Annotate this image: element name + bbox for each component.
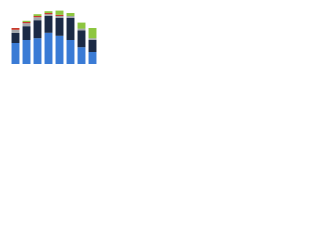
bar-segment [22, 26, 31, 40]
bar-segment [22, 22, 31, 24]
bar-segment [66, 13, 75, 16]
bar-segment [44, 11, 53, 13]
bar-segment [11, 32, 20, 43]
chart [11, 10, 97, 64]
bar-segment [33, 16, 42, 18]
page: {"chart_data": {"type": "bar", "stacked"… [0, 0, 100, 71]
bar-segment [55, 10, 64, 15]
bar-segment [11, 28, 20, 30]
bar-segment [33, 20, 42, 39]
bar-segment [44, 16, 53, 33]
bar-segment [55, 35, 64, 64]
bar-segment [55, 14, 64, 16]
bar-segment [44, 14, 53, 16]
bar-segment [33, 17, 42, 21]
bar-segment [22, 40, 31, 64]
bar-segment [44, 13, 53, 15]
bar-segment [77, 30, 86, 48]
bar-segment [88, 28, 97, 39]
bar-segment [66, 17, 75, 40]
bar-segment [88, 52, 97, 64]
bar-segment [66, 40, 75, 64]
bar-segment [88, 38, 97, 40]
bar-segment [55, 16, 64, 18]
bar-segment [33, 38, 42, 64]
bar-segment [44, 32, 53, 64]
bar-segment [22, 23, 31, 27]
bar-segment [55, 17, 64, 36]
bar-segment [77, 47, 86, 64]
bar-segment [33, 14, 42, 16]
bar-segment [88, 40, 97, 52]
bar-segment [77, 22, 86, 29]
bar-segment [22, 20, 31, 22]
bar-segment [66, 16, 75, 18]
bar-segment [77, 28, 86, 31]
bar-segment [11, 43, 20, 64]
bar-segment [11, 29, 20, 33]
